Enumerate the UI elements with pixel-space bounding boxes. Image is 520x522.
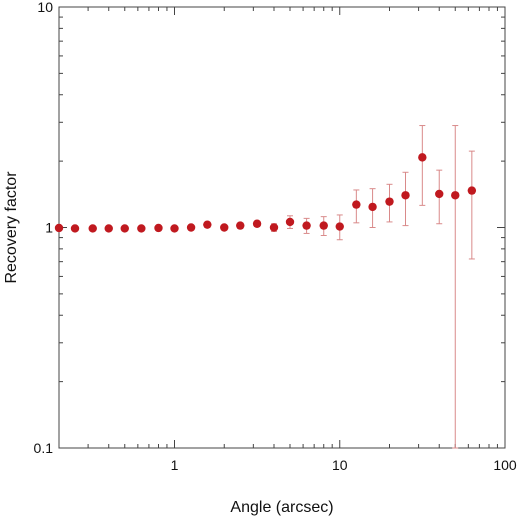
y-tick-label: 0.1 <box>34 440 54 456</box>
data-point <box>368 202 377 212</box>
data-point <box>467 186 477 195</box>
y-tick-labels: 0.1 1 10 <box>34 0 54 456</box>
data-markers <box>54 153 477 233</box>
data-point <box>120 224 129 233</box>
error-bars <box>56 125 475 449</box>
data-point <box>88 224 97 233</box>
x-tick-labels: 1 10 100 <box>171 457 517 473</box>
data-point <box>154 223 163 233</box>
data-point <box>401 191 410 200</box>
y-axis-title: Recovery factor <box>3 171 20 284</box>
data-point <box>285 217 295 227</box>
data-point <box>220 223 229 232</box>
data-point <box>54 223 64 233</box>
data-point <box>418 153 427 162</box>
data-point <box>269 223 279 232</box>
data-point <box>451 191 460 200</box>
y-tick-label: 1 <box>45 220 53 236</box>
data-point <box>302 221 311 230</box>
data-point <box>335 222 344 231</box>
data-point <box>385 197 394 206</box>
x-axis-title: Angle (arcsec) <box>230 499 333 516</box>
data-point <box>170 224 179 233</box>
data-point <box>352 200 361 209</box>
data-point <box>137 224 146 233</box>
data-point <box>186 223 196 232</box>
data-point <box>203 220 212 229</box>
minor-ticks <box>58 7 505 448</box>
x-tick-label: 1 <box>171 457 179 473</box>
data-point <box>236 221 245 230</box>
data-point <box>435 189 444 199</box>
y-tick-label: 10 <box>37 0 53 15</box>
x-tick-label: 10 <box>332 457 348 473</box>
data-point <box>70 224 80 233</box>
data-point <box>319 221 328 230</box>
major-ticks <box>59 6 506 449</box>
data-point <box>104 224 113 233</box>
x-tick-label: 100 <box>493 457 517 473</box>
data-point <box>252 219 262 228</box>
